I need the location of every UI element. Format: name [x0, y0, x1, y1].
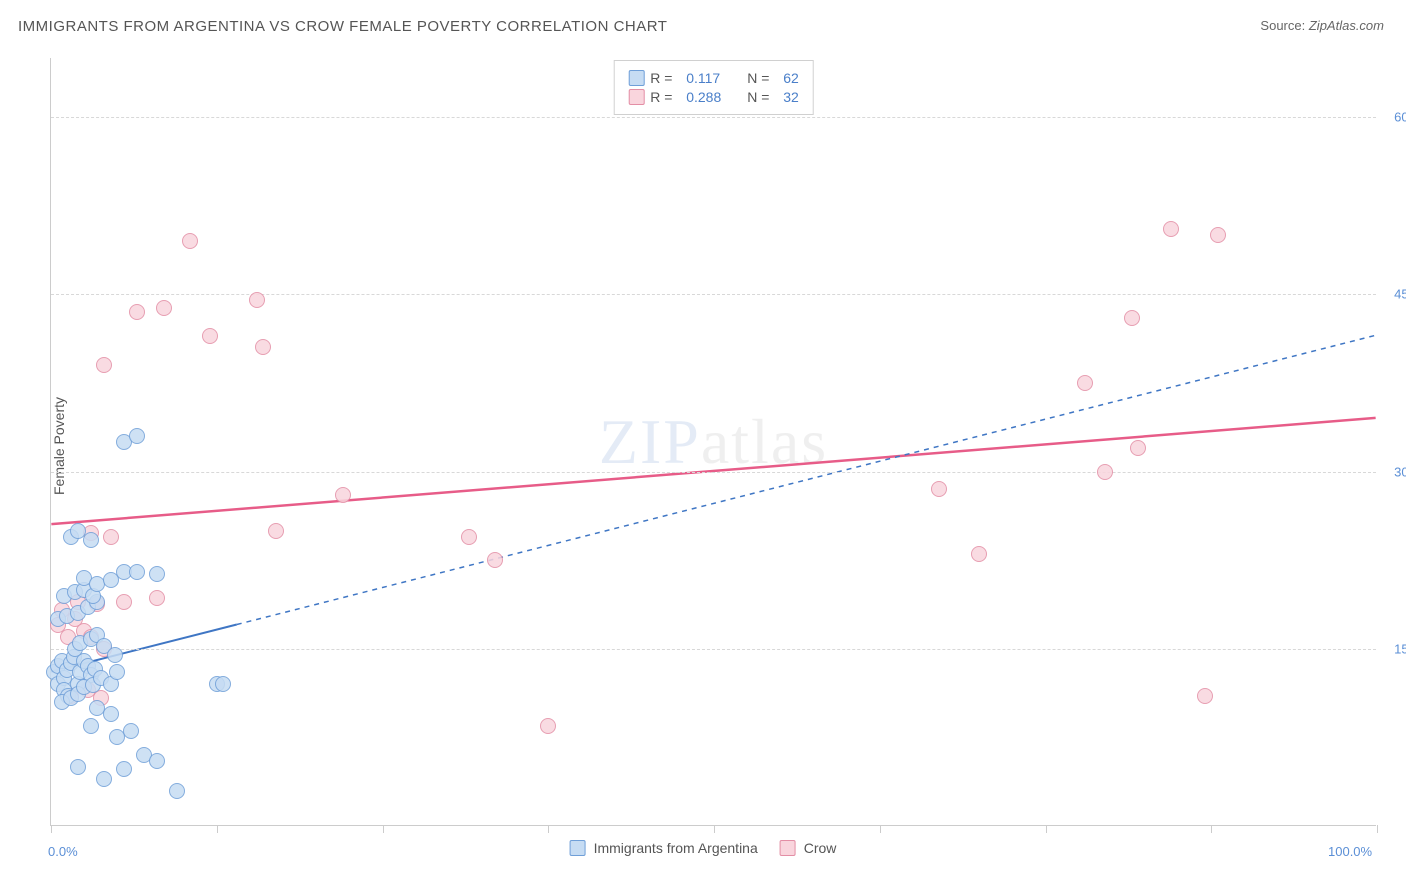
x-axis-max-label: 100.0% — [1328, 844, 1372, 859]
data-point — [129, 564, 145, 580]
gridline — [51, 117, 1376, 118]
x-tick — [1377, 825, 1378, 833]
n-value-crow: 32 — [783, 89, 799, 105]
data-point — [103, 529, 119, 545]
x-tick — [383, 825, 384, 833]
data-point — [70, 759, 86, 775]
watermark: ZIPatlas — [599, 405, 828, 479]
watermark-part1: ZIP — [599, 406, 701, 477]
data-point — [96, 357, 112, 373]
data-point — [116, 761, 132, 777]
data-point — [1097, 464, 1113, 480]
data-point — [540, 718, 556, 734]
data-point — [202, 328, 218, 344]
source-value: ZipAtlas.com — [1309, 18, 1384, 33]
x-tick — [548, 825, 549, 833]
trend-lines-svg — [51, 58, 1376, 825]
data-point — [182, 233, 198, 249]
data-point — [487, 552, 503, 568]
data-point — [1124, 310, 1140, 326]
n-label: N = — [747, 70, 777, 86]
r-label: R = — [650, 70, 680, 86]
data-point — [1077, 375, 1093, 391]
legend-stats: R = 0.117 N = 62 R = 0.288 N = 32 — [613, 60, 814, 115]
legend-stats-row-argentina: R = 0.117 N = 62 — [628, 70, 799, 86]
swatch-argentina — [570, 840, 586, 856]
data-point — [268, 523, 284, 539]
x-tick — [51, 825, 52, 833]
legend-label-crow: Crow — [804, 840, 837, 856]
data-point — [96, 771, 112, 787]
r-label: R = — [650, 89, 680, 105]
data-point — [70, 523, 86, 539]
data-point — [149, 590, 165, 606]
x-tick — [1046, 825, 1047, 833]
data-point — [1197, 688, 1213, 704]
y-tick-label: 15.0% — [1381, 641, 1406, 656]
x-axis-min-label: 0.0% — [48, 844, 78, 859]
n-label: N = — [747, 89, 777, 105]
data-point — [83, 532, 99, 548]
data-point — [1163, 221, 1179, 237]
data-point — [107, 647, 123, 663]
data-point — [129, 428, 145, 444]
data-point — [156, 300, 172, 316]
y-tick-label: 60.0% — [1381, 110, 1406, 125]
chart-container: IMMIGRANTS FROM ARGENTINA VS CROW FEMALE… — [0, 0, 1406, 892]
legend-item-argentina: Immigrants from Argentina — [570, 840, 758, 856]
data-point — [461, 529, 477, 545]
r-value-crow: 0.288 — [686, 89, 741, 105]
x-tick — [880, 825, 881, 833]
data-point — [149, 566, 165, 582]
r-value-argentina: 0.117 — [686, 70, 741, 86]
data-point — [116, 594, 132, 610]
data-point — [931, 481, 947, 497]
y-tick-label: 45.0% — [1381, 287, 1406, 302]
data-point — [83, 718, 99, 734]
y-tick-label: 30.0% — [1381, 464, 1406, 479]
source-label: Source: — [1260, 18, 1305, 33]
data-point — [215, 676, 231, 692]
legend-series: Immigrants from Argentina Crow — [570, 840, 837, 856]
n-value-argentina: 62 — [783, 70, 799, 86]
legend-stats-row-crow: R = 0.288 N = 32 — [628, 89, 799, 105]
data-point — [169, 783, 185, 799]
x-tick — [217, 825, 218, 833]
data-point — [149, 753, 165, 769]
x-tick — [714, 825, 715, 833]
legend-item-crow: Crow — [780, 840, 837, 856]
data-point — [123, 723, 139, 739]
data-point — [1210, 227, 1226, 243]
data-point — [1130, 440, 1146, 456]
data-point — [103, 706, 119, 722]
swatch-crow — [780, 840, 796, 856]
data-point — [255, 339, 271, 355]
data-point — [971, 546, 987, 562]
source-attribution: Source: ZipAtlas.com — [1260, 18, 1384, 33]
swatch-argentina — [628, 70, 644, 86]
gridline — [51, 472, 1376, 473]
plot-area: ZIPatlas R = 0.117 N = 62 R = 0.288 N = … — [50, 58, 1376, 826]
data-point — [129, 304, 145, 320]
swatch-crow — [628, 89, 644, 105]
data-point — [249, 292, 265, 308]
watermark-part2: atlas — [701, 406, 828, 477]
gridline — [51, 649, 1376, 650]
legend-label-argentina: Immigrants from Argentina — [594, 840, 758, 856]
x-tick — [1211, 825, 1212, 833]
data-point — [109, 664, 125, 680]
data-point — [335, 487, 351, 503]
chart-title: IMMIGRANTS FROM ARGENTINA VS CROW FEMALE… — [18, 18, 667, 35]
